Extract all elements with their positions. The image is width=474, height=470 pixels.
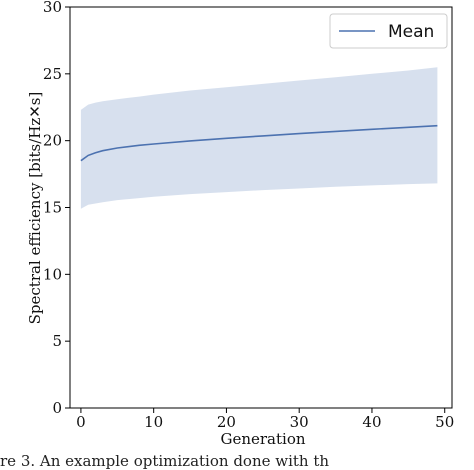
x-tick-label: 30 <box>290 413 309 431</box>
confidence-band <box>80 67 438 209</box>
mean-line <box>80 124 438 162</box>
x-axis-label: Generation <box>220 430 305 448</box>
figure-caption: re 3. An example optimization done with … <box>0 452 329 470</box>
axes: 0 10 20 30 40 50 0 5 10 15 20 25 30 <box>43 0 454 431</box>
y-tick-label: 0 <box>52 399 62 417</box>
x-tick-label: 20 <box>217 413 236 431</box>
y-tick-label: 10 <box>43 265 62 283</box>
legend: Mean <box>329 13 448 49</box>
y-tick-label: 30 <box>43 0 62 16</box>
plot-area <box>80 67 438 209</box>
y-tick-label: 15 <box>43 199 62 217</box>
x-tick-label: 10 <box>144 413 163 431</box>
plot-frame <box>69 6 453 409</box>
x-tick-label: 0 <box>76 413 86 431</box>
y-tick-label: 5 <box>52 332 62 350</box>
legend-label-mean: Mean <box>388 22 434 42</box>
y-tick-label: 25 <box>43 65 62 83</box>
legend-box <box>329 13 448 49</box>
x-tick-label: 40 <box>362 413 381 431</box>
y-tick-label: 20 <box>43 132 62 150</box>
x-tick-label: 50 <box>435 413 454 431</box>
y-axis-label: Spectral efficiency [bits/Hz✕s] <box>26 92 44 325</box>
